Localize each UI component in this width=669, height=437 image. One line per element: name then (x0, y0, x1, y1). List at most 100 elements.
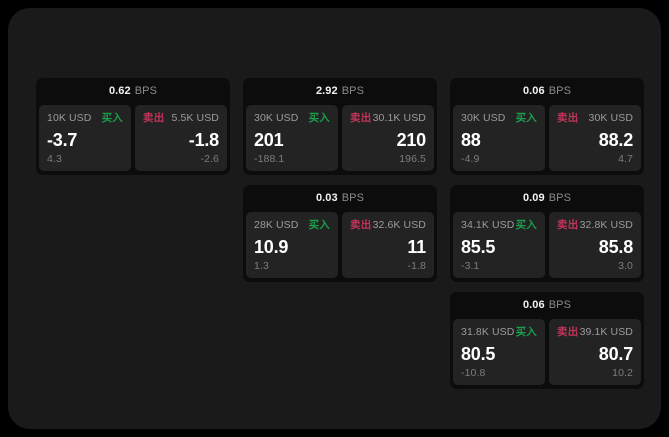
sell-price-value: 85.8 (598, 236, 633, 257)
sell-side-tag: 卖出 (143, 112, 165, 124)
buy-size-label: 31.8K USD (461, 326, 515, 338)
buy-side-tag: 买入 (515, 326, 537, 338)
sell-panel-top: 卖出 30K USD (557, 112, 633, 125)
sell-panel[interactable]: 卖出 32.8K USD 85.8 3.0 (549, 212, 641, 278)
buy-price-row: 80.5 (461, 342, 537, 365)
sell-side-tag: 卖出 (557, 112, 579, 124)
buy-size-label: 10K USD (47, 112, 92, 124)
buy-price-row: 85.5 (461, 235, 537, 258)
spread-card[interactable]: 0.09 BPS 34.1K USD 买入 85.5 -3.1 卖出 32.8K USD 85.… (450, 185, 644, 282)
sell-side-tag: 卖出 (557, 219, 579, 231)
spread-card-board: 0.62 BPS 10K USD 买入 -3.7 4.3 卖出 5.5K USD -1.8 -2.… (36, 78, 646, 389)
buy-delta-value: 4.3 (47, 153, 62, 165)
sell-size-label: 32.8K USD (579, 219, 633, 231)
sell-size-label: 30.1K USD (372, 112, 426, 124)
card-body: 34.1K USD 买入 85.5 -3.1 卖出 32.8K USD 85.8 3.0 (450, 209, 644, 282)
sell-panel-top: 卖出 5.5K USD (143, 112, 219, 125)
buy-price-value: 88 (461, 129, 481, 150)
bps-unit-label: BPS (548, 299, 572, 311)
buy-price-value: -3.7 (47, 129, 78, 150)
card-body: 31.8K USD 买入 80.5 -10.8 卖出 39.1K USD 80.7 10.2 (450, 316, 644, 389)
sell-side-tag: 卖出 (557, 326, 579, 338)
spread-card[interactable]: 0.62 BPS 10K USD 买入 -3.7 4.3 卖出 5.5K USD -1.8 -2.… (36, 78, 230, 175)
sell-side-tag: 卖出 (350, 112, 372, 124)
sell-price-row: 85.8 (557, 235, 633, 258)
buy-delta-value: -10.8 (461, 367, 486, 379)
buy-panel[interactable]: 10K USD 买入 -3.7 4.3 (39, 105, 131, 171)
sell-panel[interactable]: 卖出 5.5K USD -1.8 -2.6 (135, 105, 227, 171)
bps-value: 2.92 (315, 85, 338, 97)
sell-panel[interactable]: 卖出 30.1K USD 210 196.5 (342, 105, 434, 171)
sell-panel[interactable]: 卖出 39.1K USD 80.7 10.2 (549, 319, 641, 385)
buy-delta-row: -3.1 (461, 260, 537, 272)
sell-delta-value: -2.6 (200, 153, 219, 165)
buy-delta-row: 1.3 (254, 260, 330, 272)
buy-price-row: 10.9 (254, 235, 330, 258)
card-body: 30K USD 买入 88 -4.9 卖出 30K USD 88.2 4.7 (450, 102, 644, 175)
buy-panel[interactable]: 30K USD 买入 201 -188.1 (246, 105, 338, 171)
bps-unit-label: BPS (548, 85, 572, 97)
sell-delta-value: 196.5 (399, 153, 426, 165)
buy-panel[interactable]: 31.8K USD 买入 80.5 -10.8 (453, 319, 545, 385)
buy-delta-value: 1.3 (254, 260, 269, 272)
buy-delta-row: -4.9 (461, 153, 537, 165)
sell-delta-row: 4.7 (557, 153, 633, 165)
bps-value: 0.62 (108, 85, 131, 97)
sell-delta-row: 196.5 (350, 153, 426, 165)
spread-card[interactable]: 0.06 BPS 30K USD 买入 88 -4.9 卖出 30K USD 88.2 4.7 (450, 78, 644, 175)
sell-size-label: 32.6K USD (372, 219, 426, 231)
buy-panel-top: 31.8K USD 买入 (461, 326, 537, 339)
buy-delta-row: -10.8 (461, 367, 537, 379)
buy-side-tag: 买入 (308, 219, 330, 231)
sell-size-label: 30K USD (588, 112, 633, 124)
sell-size-label: 39.1K USD (579, 326, 633, 338)
sell-price-value: 210 (396, 129, 427, 150)
buy-size-label: 30K USD (461, 112, 506, 124)
buy-panel[interactable]: 28K USD 买入 10.9 1.3 (246, 212, 338, 278)
sell-panel[interactable]: 卖出 32.6K USD 11 -1.8 (342, 212, 434, 278)
bps-value: 0.06 (522, 299, 545, 311)
sell-delta-value: 10.2 (612, 367, 633, 379)
app-surface: 0.62 BPS 10K USD 买入 -3.7 4.3 卖出 5.5K USD -1.8 -2.… (8, 8, 661, 429)
spread-card[interactable]: 0.03 BPS 28K USD 买入 10.9 1.3 卖出 32.6K USD 11 -1.8 (243, 185, 437, 282)
buy-side-tag: 买入 (308, 112, 330, 124)
buy-price-value: 80.5 (461, 343, 496, 364)
sell-panel[interactable]: 卖出 30K USD 88.2 4.7 (549, 105, 641, 171)
bps-unit-label: BPS (341, 85, 365, 97)
card-body: 30K USD 买入 201 -188.1 卖出 30.1K USD 210 196.5 (243, 102, 437, 175)
buy-delta-value: -4.9 (461, 153, 480, 165)
column-2: 2.92 BPS 30K USD 买入 201 -188.1 卖出 30.1K USD 210 1… (243, 78, 437, 282)
sell-delta-value: 3.0 (618, 260, 633, 272)
buy-size-label: 28K USD (254, 219, 299, 231)
buy-price-value: 201 (254, 129, 284, 150)
buy-delta-value: -3.1 (461, 260, 480, 272)
buy-price-row: 201 (254, 128, 330, 151)
sell-panel-top: 卖出 32.8K USD (557, 219, 633, 232)
buy-panel[interactable]: 34.1K USD 买入 85.5 -3.1 (453, 212, 545, 278)
sell-price-row: -1.8 (143, 128, 219, 151)
buy-delta-value: -188.1 (254, 153, 285, 165)
bps-unit-label: BPS (548, 192, 572, 204)
card-header: 2.92 BPS (243, 78, 437, 102)
bps-value: 0.03 (315, 192, 338, 204)
sell-price-value: 80.7 (598, 343, 633, 364)
buy-delta-row: -188.1 (254, 153, 330, 165)
buy-size-label: 30K USD (254, 112, 299, 124)
buy-side-tag: 买入 (515, 219, 537, 231)
sell-delta-value: 4.7 (618, 153, 633, 165)
card-header: 0.03 BPS (243, 185, 437, 209)
buy-panel[interactable]: 30K USD 买入 88 -4.9 (453, 105, 545, 171)
buy-panel-top: 30K USD 买入 (254, 112, 330, 125)
card-body: 10K USD 买入 -3.7 4.3 卖出 5.5K USD -1.8 -2.6 (36, 102, 230, 175)
sell-price-value: -1.8 (188, 129, 219, 150)
bps-value: 0.09 (522, 192, 545, 204)
buy-price-value: 10.9 (254, 236, 289, 257)
sell-delta-row: 10.2 (557, 367, 633, 379)
spread-card[interactable]: 2.92 BPS 30K USD 买入 201 -188.1 卖出 30.1K USD 210 1… (243, 78, 437, 175)
buy-panel-top: 34.1K USD 买入 (461, 219, 537, 232)
card-body: 28K USD 买入 10.9 1.3 卖出 32.6K USD 11 -1.8 (243, 209, 437, 282)
buy-side-tag: 买入 (101, 112, 123, 124)
bps-value: 0.06 (522, 85, 545, 97)
sell-panel-top: 卖出 39.1K USD (557, 326, 633, 339)
spread-card[interactable]: 0.06 BPS 31.8K USD 买入 80.5 -10.8 卖出 39.1K USD 80… (450, 292, 644, 389)
